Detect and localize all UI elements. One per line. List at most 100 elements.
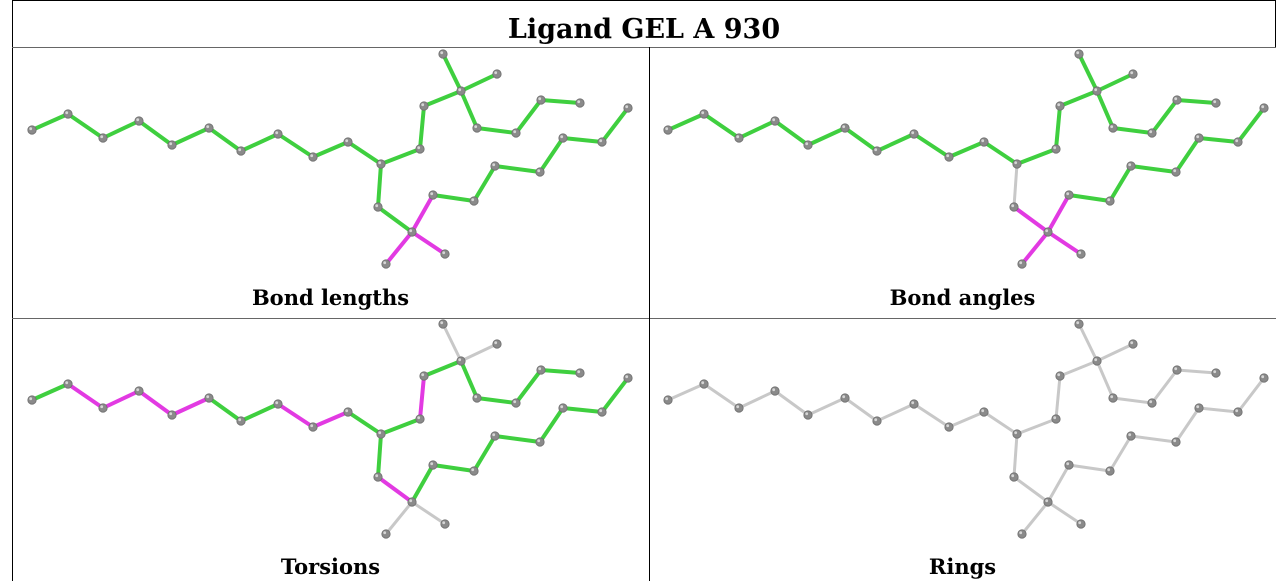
atom-0-24 xyxy=(428,190,438,200)
atom-0-27 xyxy=(535,167,545,177)
atom-highlight-1-10 xyxy=(1014,161,1018,165)
atom-0-8 xyxy=(308,152,318,162)
bond-0-14 xyxy=(459,72,499,93)
bond-0-23 xyxy=(410,193,435,234)
atom-2-10 xyxy=(376,429,386,439)
atom-0-17 xyxy=(511,128,521,138)
atom-2-13 xyxy=(456,356,466,366)
atom-3-18 xyxy=(1172,365,1182,375)
bond-0-22 xyxy=(410,230,447,256)
atom-highlight-2-22 xyxy=(383,531,387,535)
atom-2-12 xyxy=(419,371,429,381)
atom-3-6 xyxy=(872,416,882,426)
bond-2-16 xyxy=(475,396,518,405)
atom-1-11 xyxy=(1051,144,1061,154)
atom-1-24 xyxy=(1064,190,1074,200)
atom-highlight-2-17 xyxy=(513,400,517,404)
bond-3-1 xyxy=(702,382,741,410)
bond-1-9 xyxy=(982,140,1019,166)
atom-1-7 xyxy=(909,129,919,139)
atom-1-17 xyxy=(1147,128,1157,138)
atom-highlight-2-3 xyxy=(136,388,140,392)
atom-3-30 xyxy=(1259,373,1269,383)
bond-3-16 xyxy=(1111,396,1154,405)
bond-2-5 xyxy=(207,396,243,423)
atom-highlight-2-30 xyxy=(625,375,629,379)
bond-1-15 xyxy=(1095,89,1115,130)
bond-3-21 xyxy=(1020,500,1050,536)
atom-2-18 xyxy=(536,365,546,375)
atom-highlight-1-14 xyxy=(1076,51,1080,55)
atom-0-14 xyxy=(438,49,448,59)
bond-1-19 xyxy=(1012,162,1019,209)
atom-highlight-2-0 xyxy=(29,397,33,401)
atom-2-23 xyxy=(440,519,450,529)
bond-2-10 xyxy=(379,417,422,436)
bond-3-17 xyxy=(1150,368,1179,405)
atom-3-9 xyxy=(979,407,989,417)
bond-0-20 xyxy=(376,205,414,234)
atom-highlight-2-28 xyxy=(560,405,564,409)
bond-1-6 xyxy=(875,132,916,153)
atom-1-1 xyxy=(699,109,709,119)
atom-0-25 xyxy=(469,196,479,206)
bond-2-14 xyxy=(459,342,499,363)
bond-1-4 xyxy=(806,126,847,147)
bond-2-11 xyxy=(418,374,426,421)
atom-2-16 xyxy=(472,393,482,403)
caption-bond-angles: Bond angles xyxy=(889,285,1036,310)
bond-1-10 xyxy=(1015,147,1058,166)
atom-highlight-0-27 xyxy=(537,169,541,173)
atom-highlight-1-16 xyxy=(1110,125,1114,129)
atom-highlight-2-10 xyxy=(378,431,382,435)
bond-0-18 xyxy=(539,98,582,105)
bond-1-23 xyxy=(1046,193,1071,234)
atom-1-25 xyxy=(1105,196,1115,206)
atom-highlight-1-20 xyxy=(1011,204,1015,208)
atom-highlight-0-26 xyxy=(492,163,496,167)
bond-2-12 xyxy=(422,359,463,378)
atom-highlight-3-16 xyxy=(1110,395,1114,399)
bond-0-8 xyxy=(311,140,350,159)
atom-highlight-3-29 xyxy=(1235,409,1239,413)
atom-highlight-0-30 xyxy=(625,105,629,109)
bond-2-15 xyxy=(459,359,479,400)
atom-0-26 xyxy=(490,161,500,171)
atom-2-24 xyxy=(428,460,438,470)
atom-3-5 xyxy=(840,393,850,403)
atom-highlight-3-26 xyxy=(1128,433,1132,437)
atom-highlight-1-11 xyxy=(1053,146,1057,150)
atom-highlight-1-2 xyxy=(736,135,740,139)
bond-2-28 xyxy=(561,406,604,414)
bond-3-7 xyxy=(912,402,951,429)
atom-2-11 xyxy=(415,414,425,424)
atom-highlight-2-24 xyxy=(430,462,434,466)
atom-0-18 xyxy=(536,95,546,105)
bond-0-2 xyxy=(101,119,141,140)
atom-1-4 xyxy=(803,140,813,150)
bond-1-29 xyxy=(1236,106,1266,144)
atom-2-17 xyxy=(511,398,521,408)
atom-3-27 xyxy=(1171,437,1181,447)
atom-highlight-2-8 xyxy=(310,424,314,428)
bond-1-2 xyxy=(737,119,777,140)
atom-highlight-2-25 xyxy=(471,468,475,472)
atom-highlight-0-11 xyxy=(417,146,421,150)
atom-3-13 xyxy=(1092,356,1102,366)
atom-highlight-0-12 xyxy=(421,103,425,107)
atom-highlight-1-21 xyxy=(1045,229,1049,233)
atom-1-5 xyxy=(840,123,850,133)
atom-highlight-3-8 xyxy=(946,424,950,428)
atom-3-23 xyxy=(1076,519,1086,529)
bond-0-15 xyxy=(459,89,479,130)
atom-highlight-2-27 xyxy=(537,439,541,443)
atom-highlight-2-19 xyxy=(577,370,581,374)
bond-3-8 xyxy=(947,410,986,429)
atom-highlight-0-25 xyxy=(471,198,475,202)
atom-highlight-2-4 xyxy=(169,412,173,416)
atom-0-0 xyxy=(27,125,37,135)
atom-0-9 xyxy=(343,137,353,147)
atom-1-6 xyxy=(872,146,882,156)
bond-0-10 xyxy=(379,147,422,166)
